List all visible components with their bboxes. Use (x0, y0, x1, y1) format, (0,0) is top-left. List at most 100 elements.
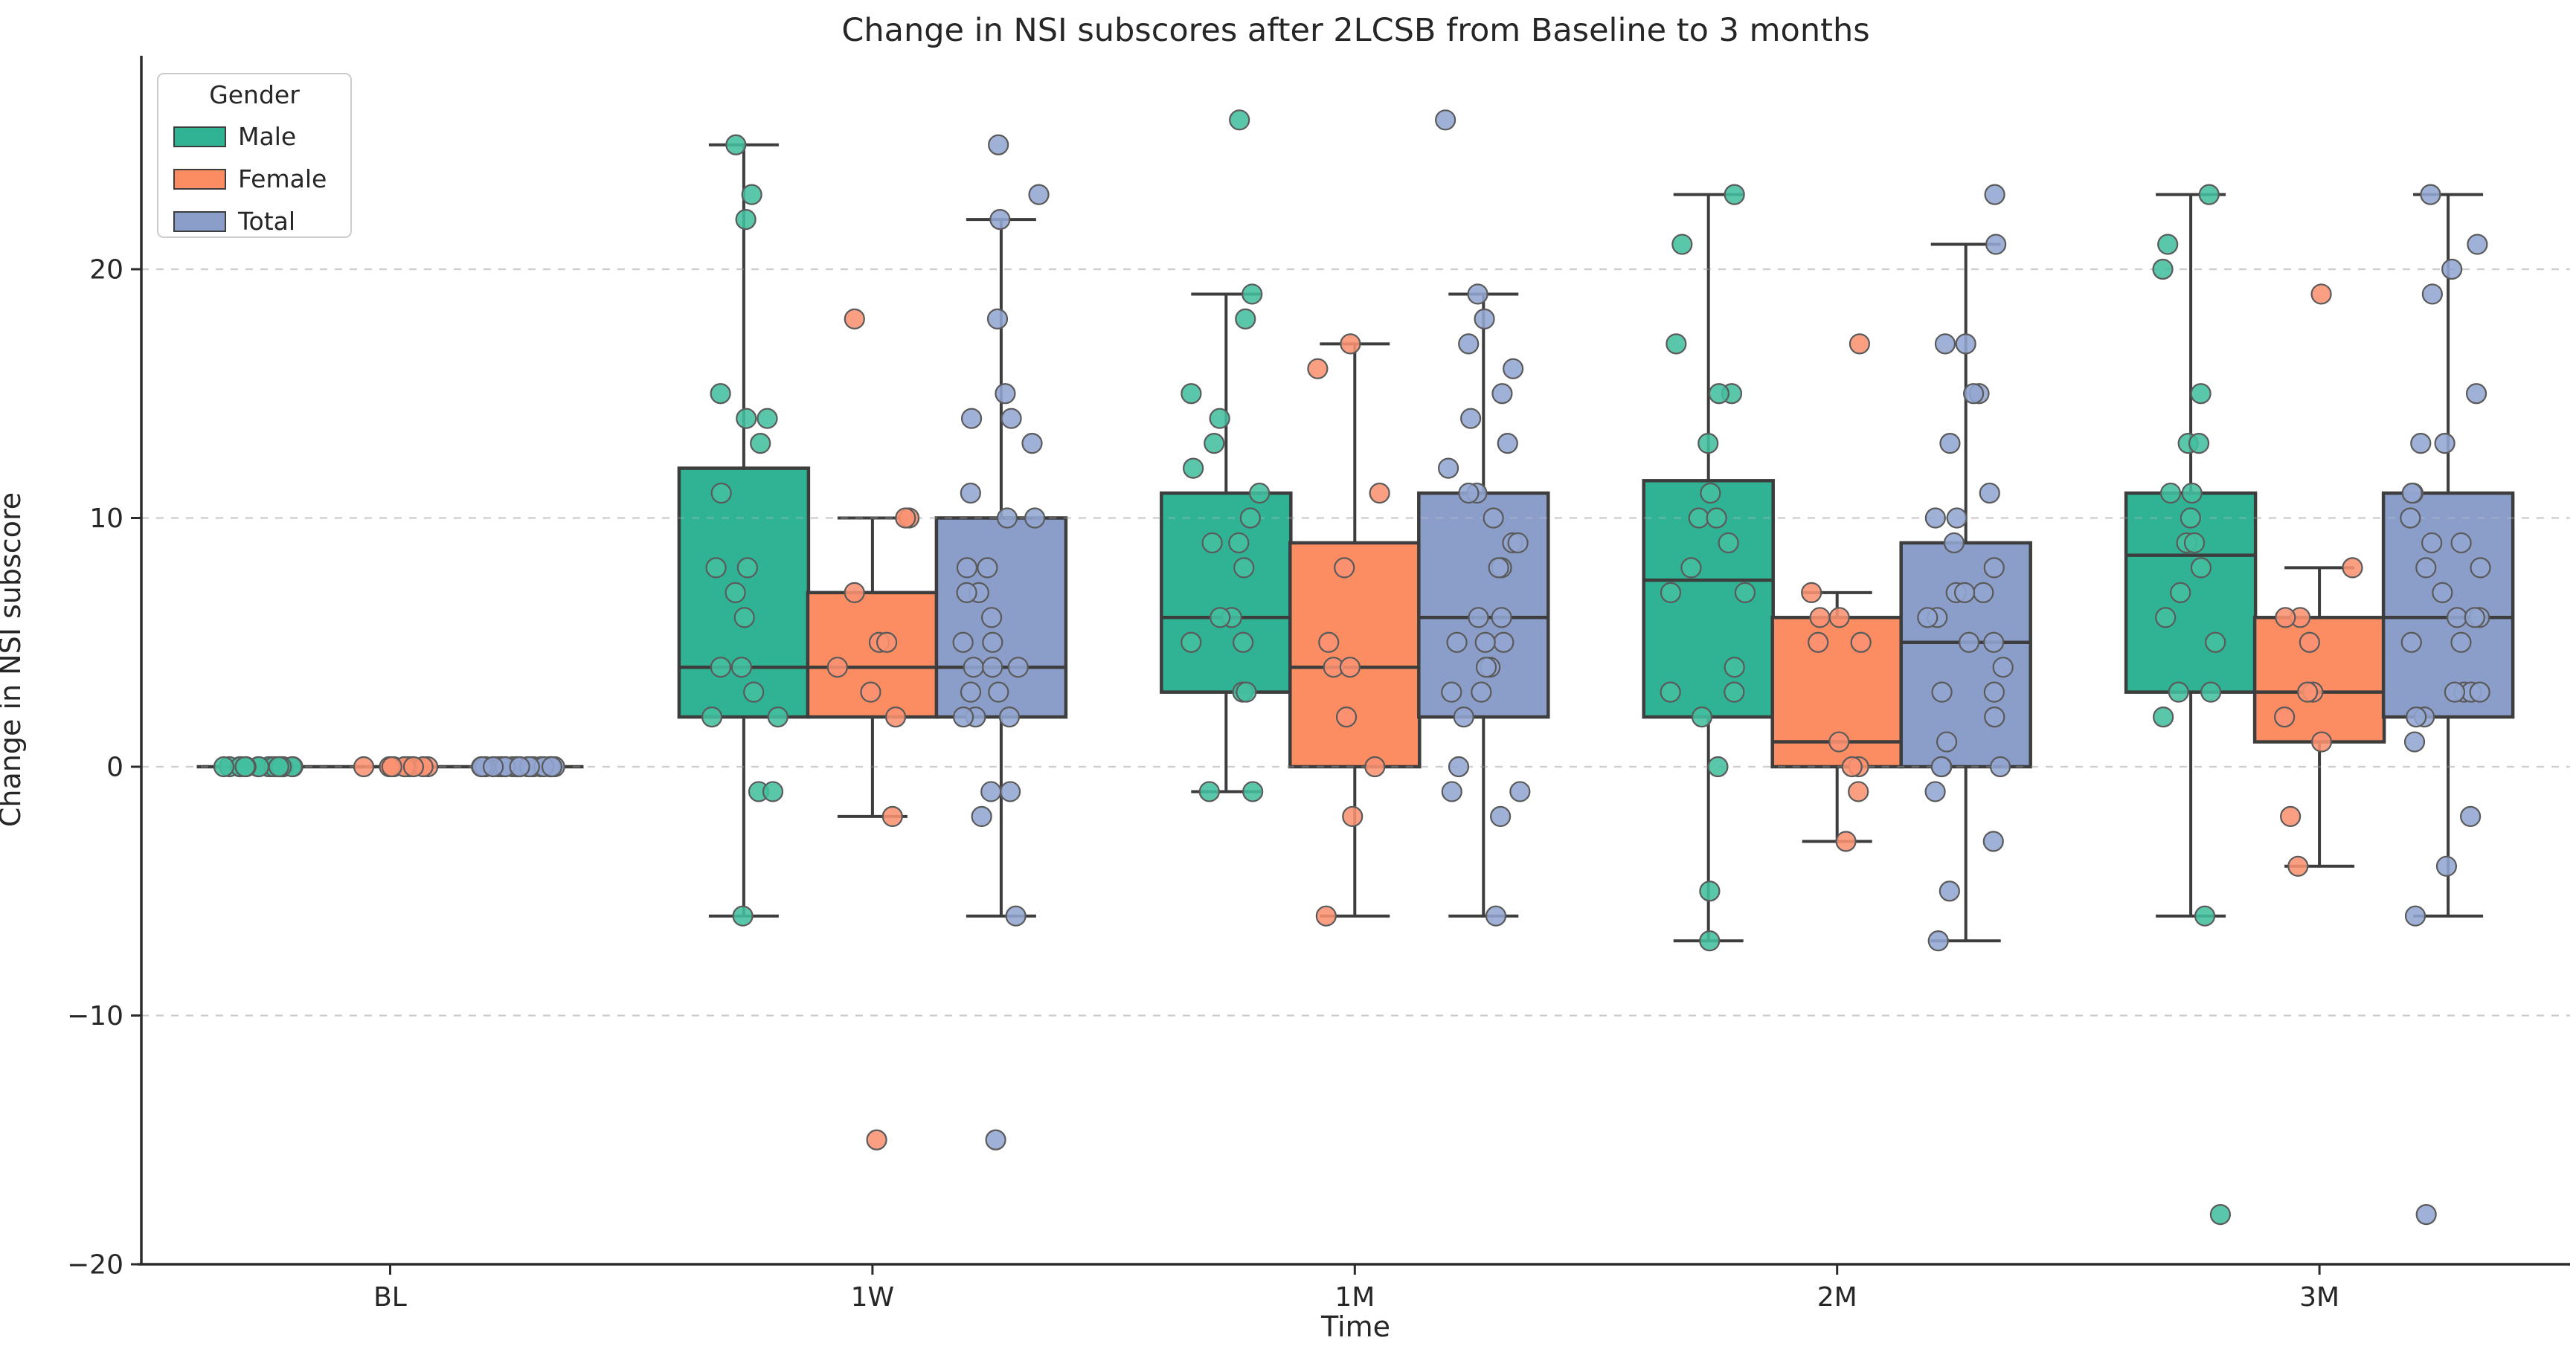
data-point-male (1724, 681, 1745, 703)
data-point-male (1688, 507, 1709, 529)
data-point-male (1249, 482, 1271, 504)
data-point-total (1985, 234, 2007, 255)
data-point-female (895, 507, 916, 529)
data-point-total (986, 308, 1009, 329)
data-point-total (2400, 631, 2422, 653)
data-point-total (971, 805, 992, 828)
data-point-total (2435, 855, 2458, 877)
data-point-total (1446, 631, 1468, 653)
data-point-total (2421, 532, 2443, 554)
data-point-male (736, 408, 757, 429)
data-point-female (844, 582, 865, 603)
data-point-male (2183, 532, 2206, 554)
data-point-male (2155, 607, 2177, 628)
data-point-male (1691, 706, 1713, 728)
box-Total-3M (2381, 491, 2515, 719)
data-point-total (1491, 607, 1512, 628)
data-point-total (1471, 681, 1492, 703)
legend: Gender Male Female Total (157, 73, 352, 238)
data-point-male (735, 209, 757, 231)
data-point-male (750, 433, 771, 454)
data-point-total (2432, 582, 2453, 603)
data-point-total (1939, 881, 1960, 902)
data-point-total (2469, 681, 2490, 703)
data-point-male (1671, 234, 1693, 255)
data-point-total (2404, 905, 2426, 927)
data-point-male (2209, 1203, 2231, 1226)
data-point-total (956, 582, 977, 603)
data-point-total (2444, 681, 2466, 703)
legend-label-female: Female (238, 164, 327, 193)
data-point-total (977, 557, 998, 579)
data-point-total (1917, 607, 1939, 628)
data-point-female (2274, 706, 2296, 728)
data-point-female (2310, 731, 2333, 753)
data-point-total (1448, 756, 1470, 778)
data-point-total (952, 631, 974, 653)
legend-label-male: Male (238, 122, 297, 151)
data-point-female (1340, 333, 1361, 355)
data-point-male (213, 756, 235, 778)
box-Total-2M (1899, 541, 2032, 769)
data-point-female (1848, 781, 1869, 802)
data-point-male (1724, 184, 1745, 205)
data-point-total (1982, 831, 2004, 852)
data-point-total (1963, 383, 1985, 405)
data-point-total (1927, 930, 1949, 952)
data-point-total (1488, 557, 1509, 579)
data-point-male (1239, 507, 1261, 529)
data-point-total (1503, 358, 1524, 379)
data-point-total (1953, 582, 1976, 603)
data-point-total (2460, 805, 2482, 828)
data-point-female (2275, 607, 2296, 628)
data-point-male (1680, 557, 1702, 579)
data-point-male (705, 557, 727, 579)
data-point-female (1808, 631, 1829, 653)
data-point-total (996, 507, 1018, 529)
data-point-male (2153, 706, 2174, 728)
data-point-total (1491, 383, 1513, 405)
y-tick-label: −20 (67, 1250, 123, 1281)
data-point-total (2434, 433, 2455, 454)
data-point-total (1000, 408, 1022, 429)
data-point-female (1315, 905, 1337, 927)
data-point-male (743, 681, 765, 703)
data-point-total (1936, 731, 1958, 753)
data-point-total (1435, 109, 1456, 131)
data-point-female (1318, 631, 1340, 653)
data-point-total (2415, 1203, 2437, 1226)
data-point-total (1973, 582, 1994, 603)
data-point-female (1828, 607, 1850, 628)
data-point-total (2465, 383, 2487, 405)
data-point-total (982, 657, 1003, 678)
data-point-female (1342, 805, 1364, 828)
x-tick-label: 2M (1817, 1282, 1857, 1313)
data-point-male (2168, 681, 2189, 703)
data-point-total (1507, 532, 1529, 554)
data-point-total (980, 607, 1003, 628)
data-point-male (1210, 607, 1231, 628)
data-point-total (960, 681, 982, 703)
data-point-male (1718, 532, 1739, 554)
data-point-total (988, 134, 1009, 155)
data-point-female (860, 681, 881, 703)
data-point-female (2280, 805, 2302, 828)
data-point-total (963, 657, 984, 678)
data-point-male (2157, 234, 2179, 255)
data-point-total (1441, 681, 1462, 703)
data-point-total (1490, 805, 1512, 828)
data-point-total (1474, 308, 1495, 329)
data-point-total (1992, 657, 2014, 678)
data-point-total (2467, 234, 2488, 255)
data-point-total (1930, 756, 1952, 778)
data-point-male (1204, 433, 1225, 454)
data-point-total (1493, 631, 1515, 653)
data-point-female (844, 308, 865, 329)
data-point-male (725, 134, 747, 155)
data-point-female (2310, 283, 2332, 305)
data-point-male (725, 582, 746, 603)
box-Female-3M (2252, 616, 2386, 744)
y-tick-label: 0 (106, 753, 123, 783)
data-point-female (1335, 706, 1358, 728)
